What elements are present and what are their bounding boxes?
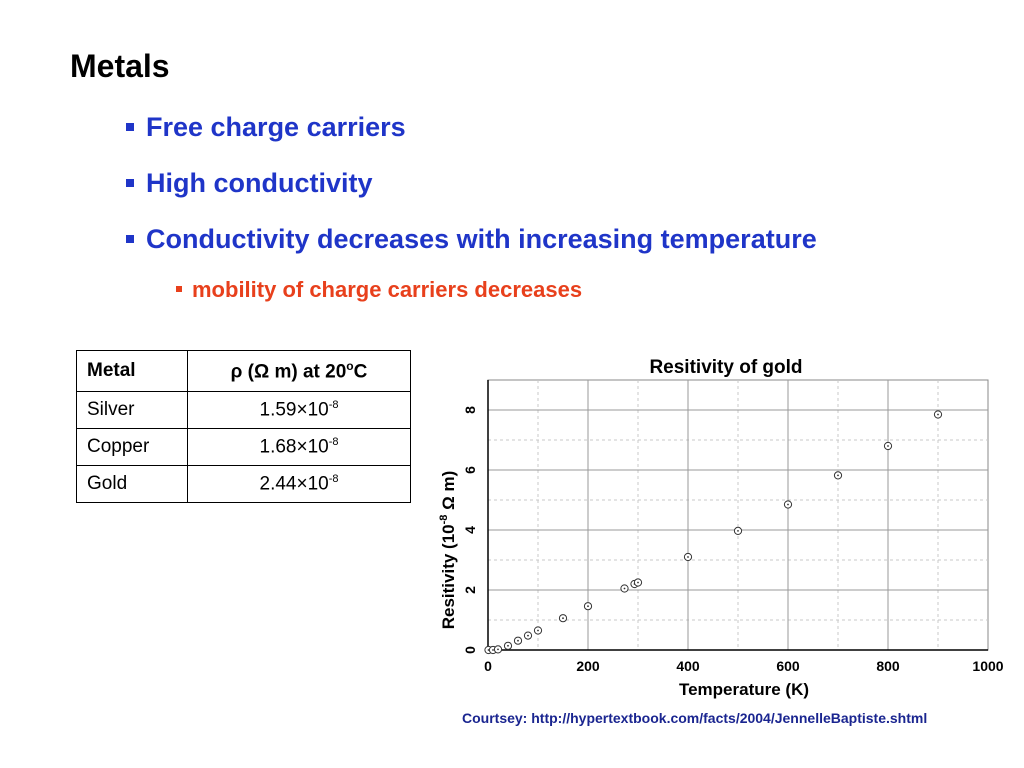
y-axis-label-main: Resitivity (10 <box>439 524 458 629</box>
data-point <box>733 526 743 535</box>
y-axis-label: Resitivity (10-8 Ω m) <box>438 471 458 630</box>
chart-title: Resitivity of gold <box>649 357 802 378</box>
slide-title: Metals <box>70 48 170 84</box>
value-text: 1.68×10 <box>259 436 329 458</box>
table-header-row: Metal ρ (Ω m) at 20oC <box>76 350 411 392</box>
value-text: 2.44×10 <box>259 473 329 495</box>
data-point-center <box>527 634 529 637</box>
cell-resistivity: 1.59×10-8 <box>187 391 411 429</box>
bullet-item: High conductivity <box>124 164 817 220</box>
data-point <box>620 584 629 593</box>
bullet-text: Conductivity decreases with increasing t… <box>146 224 817 254</box>
y-axis-label-exponent: -8 <box>438 515 450 525</box>
data-point <box>533 626 543 635</box>
bullet-text: High conductivity <box>146 168 373 198</box>
resistivity-table: Metal ρ (Ω m) at 20oC Silver 1.59×10-8 C… <box>76 350 411 503</box>
square-bullet-icon <box>126 235 134 243</box>
x-tick-label: 0 <box>484 658 492 674</box>
grid <box>487 379 989 651</box>
x-tick-label: 600 <box>776 658 800 674</box>
x-tick-label: 800 <box>876 658 900 674</box>
bullet-item: Free charge carriers <box>124 108 817 164</box>
data-point <box>933 410 943 419</box>
data-point-center <box>492 649 494 651</box>
data-point-center <box>587 605 589 608</box>
cell-resistivity: 1.68×10-8 <box>187 428 411 466</box>
data-point-center <box>507 644 509 647</box>
data-point-center <box>687 556 689 558</box>
data-point <box>493 645 503 654</box>
data-point <box>833 471 843 480</box>
y-tick-label: 0 <box>462 646 478 654</box>
bullet-item: Conductivity decreases with increasing t… <box>124 220 817 276</box>
y-tick-label: 8 <box>462 406 478 414</box>
square-bullet-icon <box>176 286 182 292</box>
axis-ticks: 0 200 400 600 800 1000 0 2 4 6 8 <box>462 406 1004 674</box>
header-resistivity: ρ (Ω m) at 20oC <box>187 350 411 392</box>
cell-metal: Copper <box>76 428 188 466</box>
data-point <box>683 552 693 562</box>
data-point <box>883 441 893 451</box>
value-text: 1.59×10 <box>259 399 329 421</box>
cell-metal: Silver <box>76 391 188 429</box>
table-row: Silver 1.59×10-8 <box>76 391 411 429</box>
exponent: -8 <box>328 398 339 411</box>
x-tick-label: 1000 <box>972 658 1003 674</box>
data-point-center <box>837 474 839 477</box>
x-tick-label: 400 <box>676 658 700 674</box>
table-row: Copper 1.68×10-8 <box>76 428 411 466</box>
data-point-center <box>497 648 499 651</box>
degree-mark: o <box>346 358 354 373</box>
data-point-center <box>637 581 639 584</box>
y-tick-label: 6 <box>462 466 478 474</box>
data-point <box>583 602 593 611</box>
y-tick-label: 2 <box>462 586 478 594</box>
cell-resistivity: 2.44×10-8 <box>187 465 411 503</box>
y-axis-label-unit: Ω m) <box>439 471 458 515</box>
data-point <box>503 641 513 650</box>
celsius-unit: C <box>353 361 368 383</box>
x-tick-label: 200 <box>576 658 600 674</box>
data-point-center <box>517 639 519 642</box>
data-point-center <box>937 413 939 416</box>
data-point-center <box>737 530 739 532</box>
data-point-center <box>623 587 626 590</box>
data-point-center <box>787 503 789 506</box>
y-tick-label: 4 <box>462 526 478 534</box>
data-point-center <box>562 617 564 620</box>
exponent: -8 <box>328 472 339 485</box>
x-axis-label: Temperature (K) <box>679 680 809 699</box>
bullet-text: Free charge carriers <box>146 112 406 142</box>
data-points <box>484 410 943 655</box>
cell-metal: Gold <box>76 465 188 503</box>
data-point <box>558 614 568 623</box>
source-credit: Courtsey: http://hypertextbook.com/facts… <box>462 710 928 726</box>
data-point-center <box>887 445 889 447</box>
data-point <box>523 631 533 640</box>
header-metal: Metal <box>76 350 188 392</box>
bullet-list: Free charge carriers High conductivity C… <box>124 108 817 276</box>
square-bullet-icon <box>126 179 134 187</box>
gold-resistivity-chart: Resitivity of gold 0 200 400 600 800 1000 0 2 4 6… <box>438 357 1004 699</box>
exponent: -8 <box>328 435 339 448</box>
data-point <box>783 500 793 509</box>
sub-bullet-text: mobility of charge carriers decreases <box>192 277 583 302</box>
sub-bullet: mobility of charge carriers decreases <box>176 276 582 304</box>
data-point <box>513 636 523 645</box>
data-point-center <box>537 629 539 632</box>
square-bullet-icon <box>126 123 134 131</box>
table-row: Gold 2.44×10-8 <box>76 465 411 503</box>
header-resistivity-text: ρ (Ω m) at 20 <box>230 361 347 383</box>
data-point <box>633 578 643 587</box>
